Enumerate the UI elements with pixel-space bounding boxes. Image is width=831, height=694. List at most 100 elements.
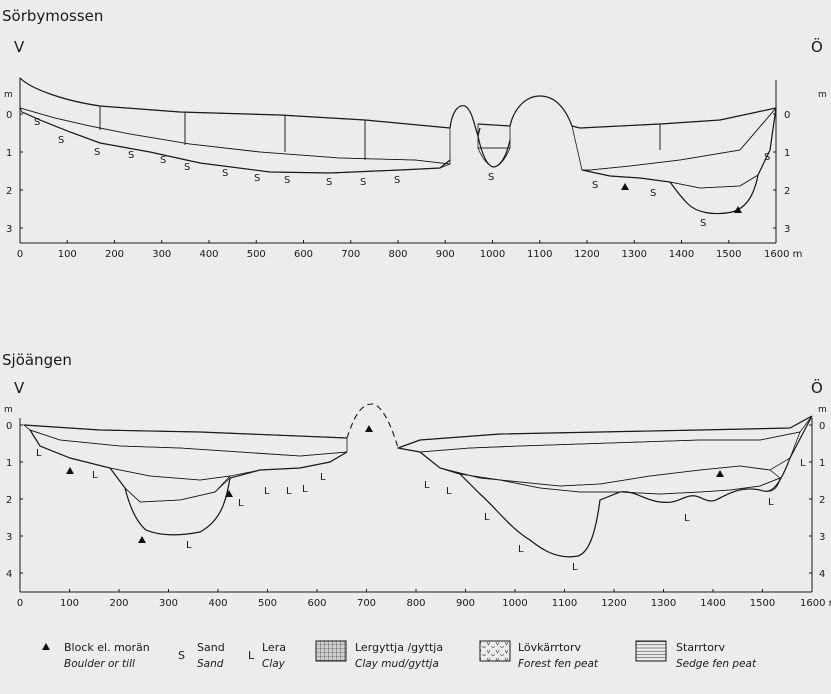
depth-ticks-left: 0 1 2 3: [6, 110, 23, 235]
sand-marker: S: [360, 177, 366, 188]
sand-marker: S: [222, 168, 228, 179]
legend-label: Sand: [197, 641, 225, 654]
x-tick-label: 1000: [480, 249, 505, 260]
depth-unit-right: m: [818, 405, 827, 415]
depth-tick-label: 2: [784, 186, 790, 197]
profile-sorbymossen: Sörbymossen V Ö m m 0 100 200 300 400 500 600 7…: [2, 7, 827, 260]
depth-tick-label: 3: [819, 532, 825, 543]
legend-label: Lera: [262, 641, 286, 654]
x-tick-label: 100: [58, 249, 77, 260]
sand-marker: S: [326, 177, 332, 188]
boulder-marker: [138, 536, 146, 543]
depth-tick-label: 3: [6, 224, 12, 235]
legend-item-sedge-fen: Starrtorv Sedge fen peat: [635, 640, 757, 670]
ridge-outline: [509, 95, 573, 127]
legend-item-clay: L Lera Clay: [248, 641, 286, 670]
legend-item-clay-mud: Lergyttja /gyttja Clay mud/gyttja: [315, 640, 443, 670]
legend-item-boulder: Block el. morän Boulder or till: [42, 641, 150, 670]
x-tick-label: 900: [436, 249, 455, 260]
profile-sjoangen: Sjöängen V Ö m m 0 100 200 300 400 500 600 700 8…: [2, 351, 831, 609]
legend-translation: Sand: [197, 658, 224, 670]
boulder-marker: [66, 467, 74, 474]
legend-translation: Boulder or till: [64, 658, 135, 670]
x-tick-label: 300: [152, 249, 171, 260]
east-label: Ö: [811, 37, 823, 56]
profile-title: Sörbymossen: [2, 7, 103, 25]
x-tick-label: 1300: [651, 598, 676, 609]
sand-symbol: S: [178, 649, 185, 662]
forest-fen-peat-layer: [19, 107, 451, 174]
east-label: Ö: [811, 378, 823, 397]
clay-marker: L: [238, 498, 244, 509]
basin-outline: [477, 123, 511, 168]
sand-marker: S: [94, 147, 100, 158]
forest-fen-peat-layer: [477, 147, 511, 168]
depth-tick-label: 3: [6, 532, 12, 543]
clay-marker: L: [800, 458, 806, 469]
x-tick-label: 800: [406, 598, 425, 609]
x-tick-label: 1100: [527, 249, 552, 260]
x-tick-label: 0: [17, 598, 23, 609]
legend: Block el. morän Boulder or till S Sand S…: [42, 640, 757, 670]
clay-marker: L: [572, 562, 578, 573]
x-tick-label: 1300: [622, 249, 647, 260]
forest-fen-peat-layer: [29, 429, 348, 481]
x-tick-label: 1500: [750, 598, 775, 609]
x-tick-label: 1600 m: [800, 598, 831, 609]
depth-tick-label: 1: [784, 148, 790, 159]
clay-marker: L: [264, 486, 270, 497]
depth-ticks-right: 0 1 2 3 4: [809, 421, 825, 580]
sand-marker: S: [254, 173, 260, 184]
legend-label: Block el. morän: [64, 641, 150, 654]
x-tick-label: 1400: [669, 249, 694, 260]
clay-mud-layer: [124, 476, 231, 536]
sand-marker: S: [160, 155, 166, 166]
depth-tick-label: 1: [6, 458, 12, 469]
west-label: V: [14, 38, 25, 56]
depth-ticks-right: 0 1 2 3: [773, 110, 790, 235]
depth-tick-label: 0: [6, 421, 12, 432]
sand-marker: S: [58, 135, 64, 146]
x-tick-label: 500: [258, 598, 277, 609]
depth-tick-label: 3: [784, 224, 790, 235]
clay-marker: L: [92, 470, 98, 481]
clay-symbol: L: [248, 649, 255, 662]
clay-mud-layer: [669, 174, 759, 214]
x-tick-label: 1000: [502, 598, 527, 609]
x-axis-ticks: 0 100 200 300 400 500 600 700 800 900 1000 1100 1200…: [17, 589, 831, 609]
forest-fen-swatch: [479, 640, 511, 662]
x-tick-label: 1200: [601, 598, 626, 609]
depth-tick-label: 2: [819, 495, 825, 506]
x-tick-label: 600: [294, 249, 313, 260]
legend-item-forest-fen: Lövkärrtorv Forest fen peat: [479, 640, 599, 670]
depth-tick-label: 0: [784, 110, 790, 121]
x-tick-label: 400: [208, 598, 227, 609]
boulder-marker: [365, 425, 373, 432]
sedge-peat-layer: [396, 415, 813, 453]
sand-marker: S: [764, 152, 770, 163]
clay-marker: L: [484, 512, 490, 523]
x-tick-label: 800: [388, 249, 407, 260]
core-marks: [99, 106, 661, 160]
depth-unit-left: m: [4, 405, 13, 415]
sedge-peat-layer: [19, 77, 451, 165]
legend-item-sand: S Sand Sand: [178, 641, 225, 670]
depth-tick-label: 4: [6, 569, 12, 580]
profile-title: Sjöängen: [2, 351, 72, 369]
x-tick-label: 500: [247, 249, 266, 260]
basin-outline: [23, 424, 348, 536]
sedge-peat-layer: [22, 424, 348, 457]
depth-tick-label: 2: [6, 495, 12, 506]
legend-label: Lövkärrtorv: [518, 641, 582, 654]
depth-unit-right: m: [818, 90, 827, 100]
x-tick-label: 1400: [700, 598, 725, 609]
ridge-outline: [449, 105, 481, 139]
sand-marker: S: [34, 117, 40, 128]
clay-marker: L: [302, 484, 308, 495]
x-tick-label: 1200: [574, 249, 599, 260]
depth-unit-left: m: [4, 90, 13, 100]
x-tick-label: 1500: [716, 249, 741, 260]
sand-marker: S: [184, 162, 190, 173]
boulder-marker: [734, 206, 742, 213]
